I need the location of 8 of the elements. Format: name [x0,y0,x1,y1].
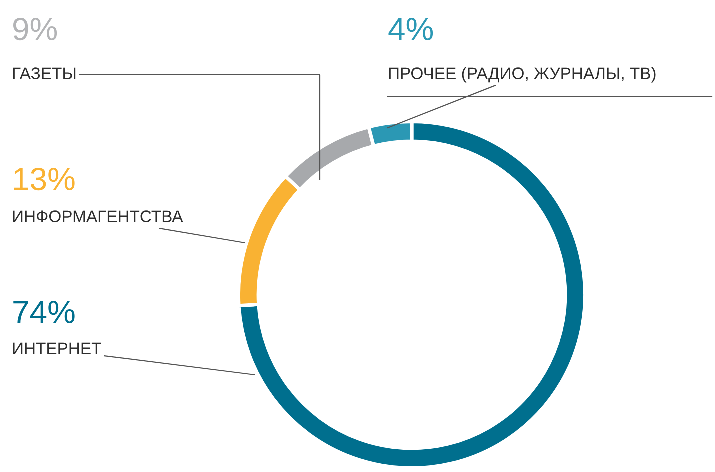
slice-label: ПРОЧЕЕ (РАДИО, ЖУРНАЛЫ, ТВ) [389,67,656,83]
slice-label: ГАЗЕТЫ [13,68,76,80]
data-label: 13% [14,168,75,191]
slice-label: ИНТЕРНЕТ [13,342,102,354]
slice-label: ИНФОРМАГЕНТСТВА [13,210,184,222]
data-label: 9% [13,18,58,41]
data-label: 4% [388,18,434,40]
data-label: 74% [14,301,75,324]
